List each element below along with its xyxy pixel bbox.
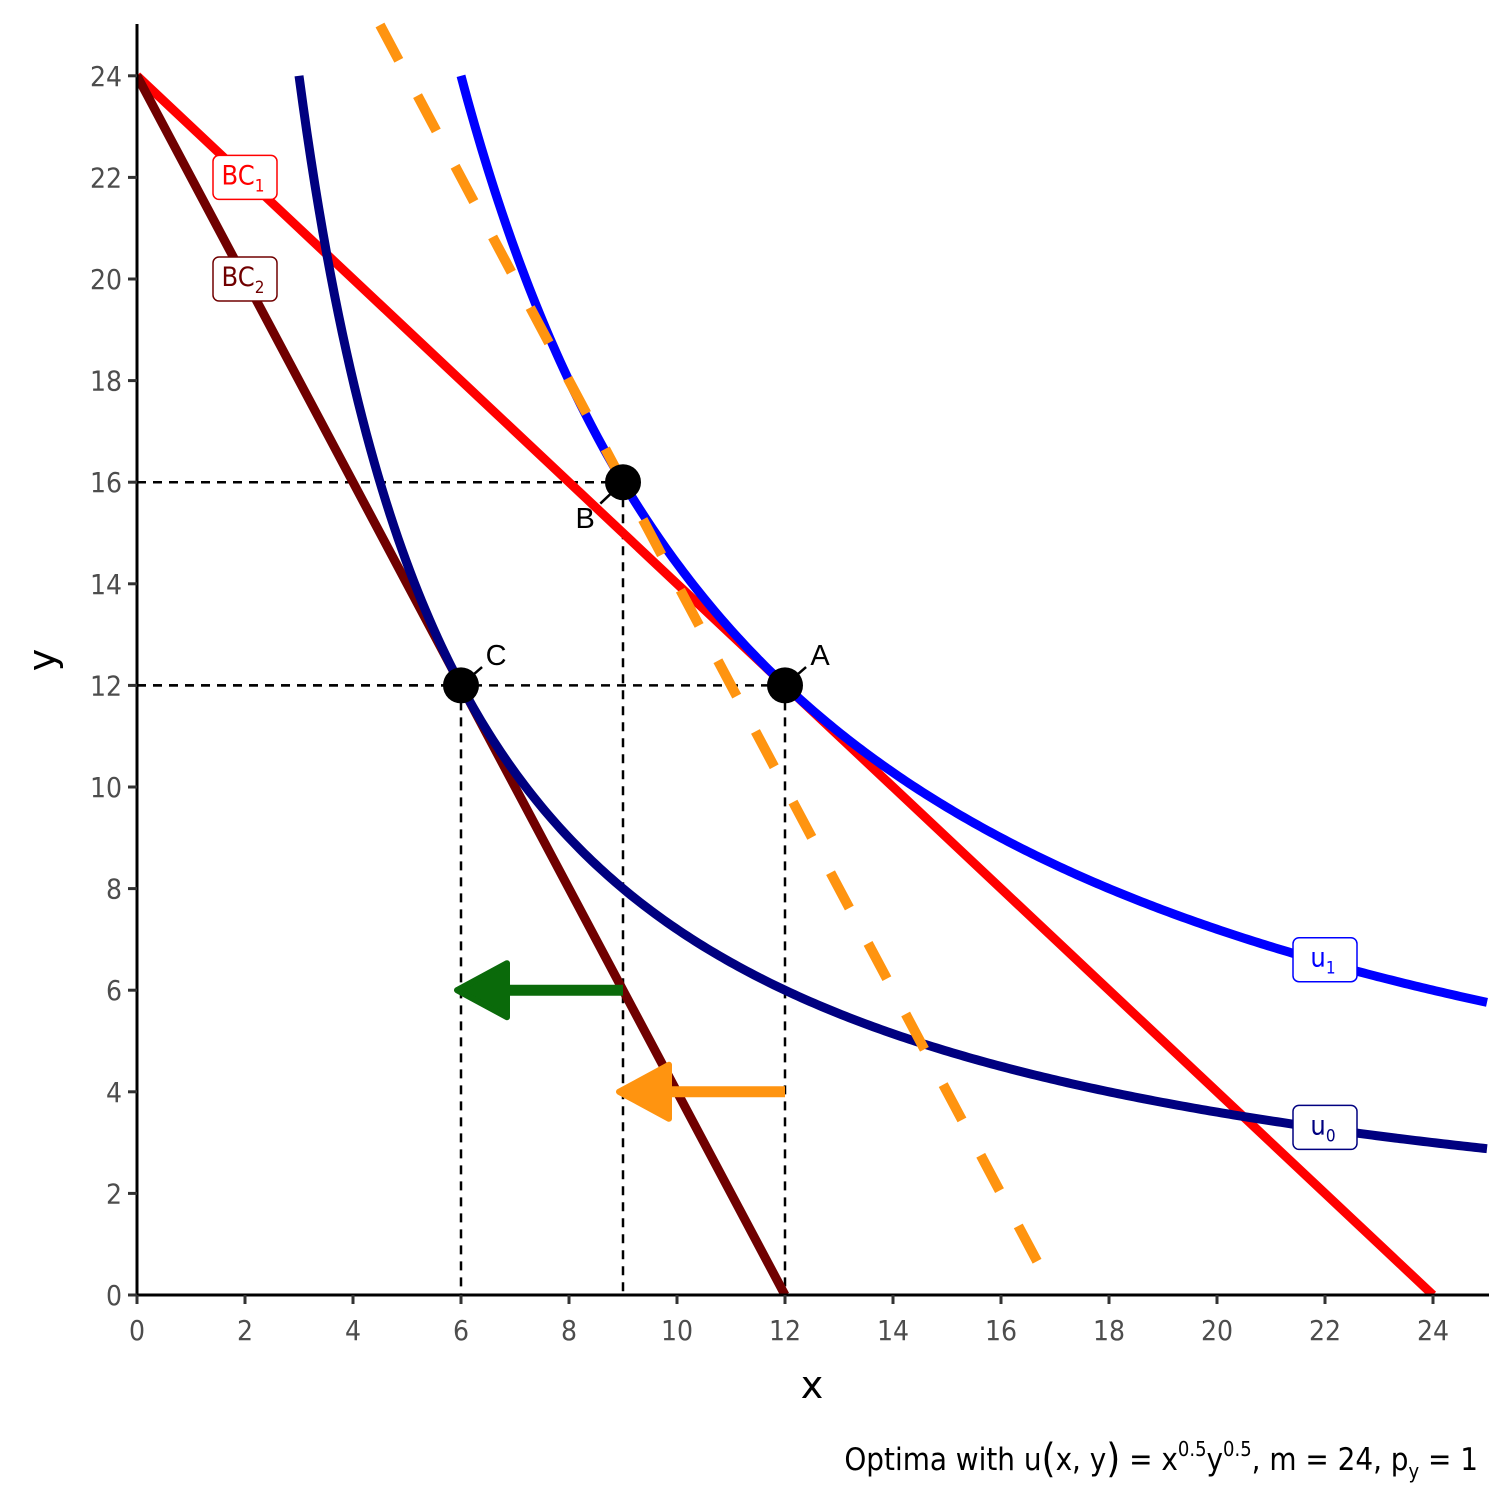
curve-labels: BC1 BC2 u0 u1 <box>212 154 1358 1151</box>
x-tick-label: 22 <box>1309 1314 1341 1347</box>
curve-tag-box <box>1292 936 1358 983</box>
x-tick-label: 10 <box>661 1314 693 1347</box>
series-u0 <box>294 75 1488 1154</box>
curve-tag-u0: u0 <box>1292 1104 1358 1151</box>
y-tick-label: 4 <box>106 1076 122 1109</box>
y-tick-label: 16 <box>90 466 122 499</box>
curve-tag-box <box>1292 1104 1358 1151</box>
axes <box>135 24 1489 1297</box>
series-dashed-budget <box>375 22 1060 1296</box>
x-tick-label: 0 <box>129 1314 145 1347</box>
point-label-b: B <box>576 503 595 535</box>
caption: Optima with u(x, y) = x0.5y0.5, m = 24, … <box>844 1436 1478 1483</box>
curve-tag-text: u0 <box>1310 1110 1335 1146</box>
curve-tag-box <box>212 154 278 201</box>
point-b <box>605 464 641 501</box>
x-tick-label: 12 <box>769 1314 801 1347</box>
x-tick-label: 16 <box>985 1314 1017 1347</box>
y-tick-label: 12 <box>90 669 122 702</box>
curve-tag-text: u1 <box>1310 943 1335 979</box>
y-tick-label: 10 <box>90 771 122 804</box>
y-axis-title: y <box>20 649 64 672</box>
x-tick-label: 24 <box>1417 1314 1449 1347</box>
y-tick-label: 14 <box>90 568 122 601</box>
point-label-a: A <box>810 640 830 672</box>
arrows <box>454 960 785 1122</box>
x-tick-label: 2 <box>237 1314 253 1347</box>
y-tick-label: 8 <box>106 873 122 906</box>
y-tick-label: 6 <box>106 974 122 1007</box>
curve-tag-u1: u1 <box>1292 936 1358 983</box>
y-tick-label: 24 <box>90 60 122 93</box>
ticks: 0 2 4 6 8 10 12 14 16 18 20 22 240246810121416182022… <box>90 60 1449 1347</box>
y-tick-label: 20 <box>90 263 122 296</box>
substitution-effect-arrow-head <box>454 960 510 1021</box>
y-tick-label: 18 <box>90 365 122 398</box>
point-c <box>443 667 479 704</box>
x-tick-label: 18 <box>1093 1314 1125 1347</box>
points: A B C <box>443 464 830 704</box>
curve-tag-bc1: BC1 <box>212 154 278 201</box>
x-tick-label: 14 <box>877 1314 909 1347</box>
point-a <box>767 667 803 704</box>
x-tick-label: 4 <box>345 1314 361 1347</box>
x-axis-title: x <box>801 1363 824 1407</box>
x-tick-label: 6 <box>453 1314 469 1347</box>
y-tick-label: 22 <box>90 161 122 194</box>
x-tick-label: 20 <box>1201 1314 1233 1347</box>
y-tick-label: 0 <box>106 1279 122 1312</box>
x-tick-label: 8 <box>561 1314 577 1347</box>
y-tick-label: 2 <box>106 1177 122 1210</box>
curve-tag-box <box>212 256 278 302</box>
curve-tag-text: BC2 <box>222 262 265 298</box>
income-effect-arrow-head <box>616 1061 672 1122</box>
point-label-c: C <box>486 640 507 672</box>
curve-tag-text: BC1 <box>222 160 265 196</box>
curve-tag-bc2: BC2 <box>212 256 278 302</box>
